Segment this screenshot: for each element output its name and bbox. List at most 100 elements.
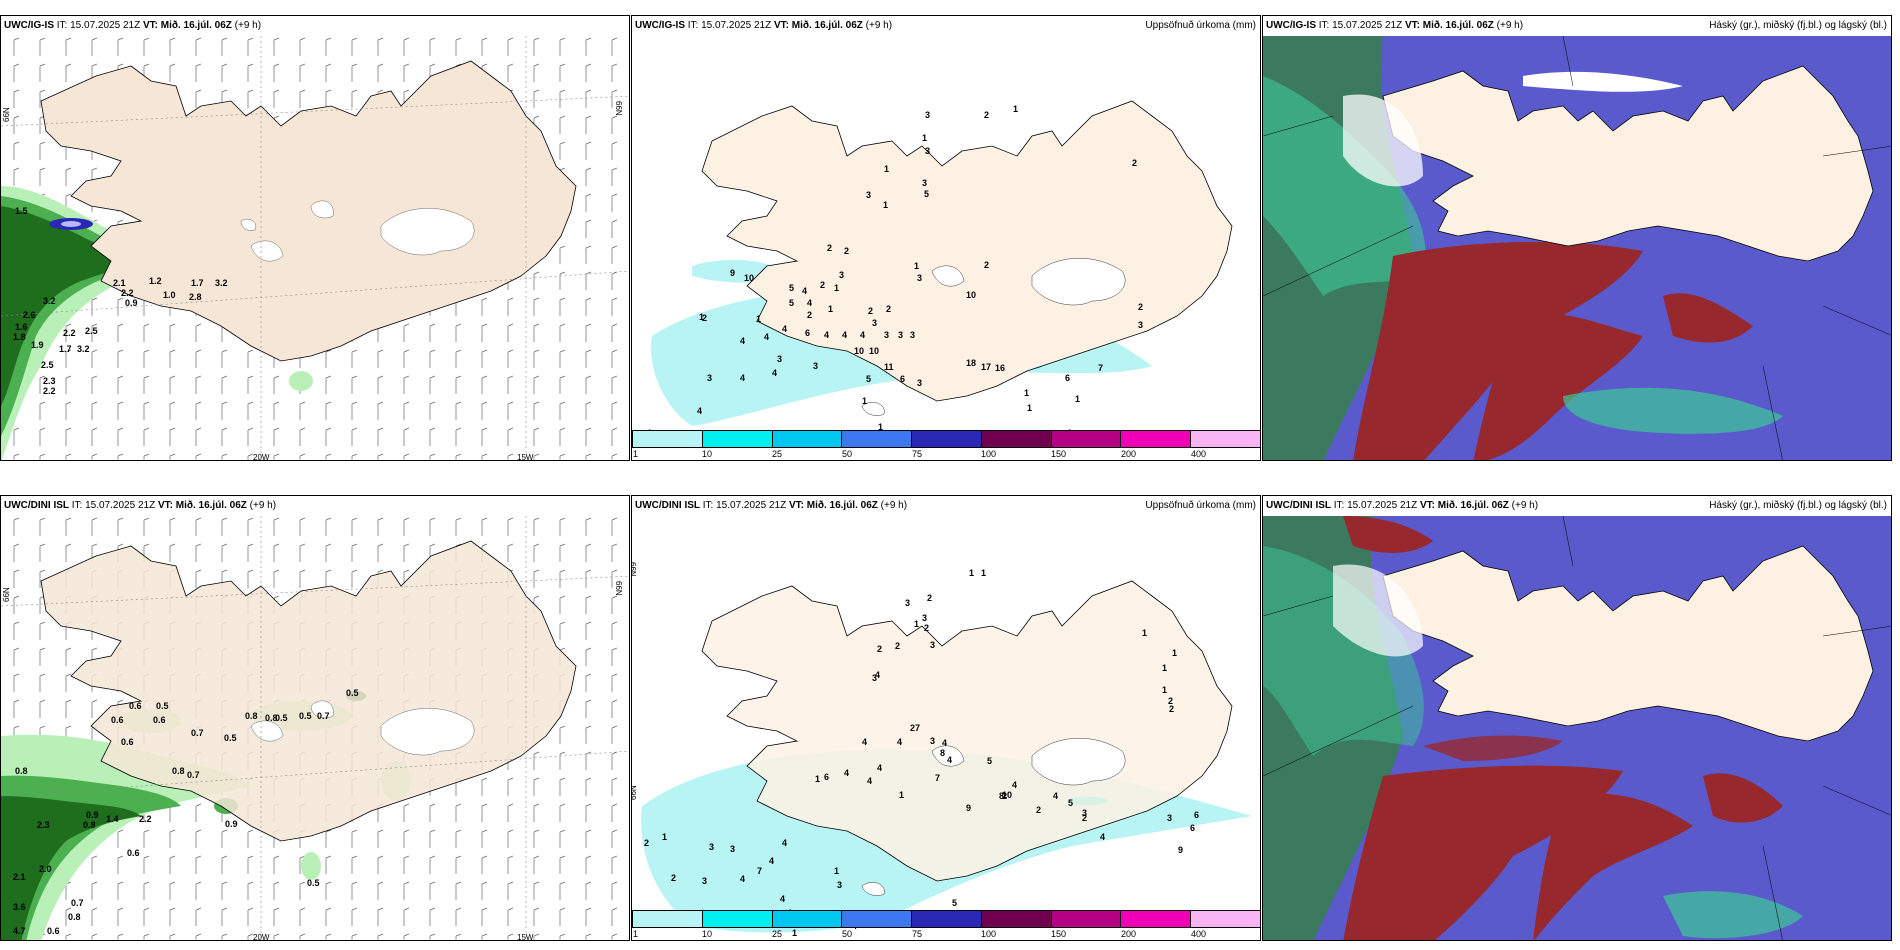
- wind-map: 66N 66N 20W 15W 0.6 0.5 0.6 0.6 0.8 0.5 …: [1, 516, 629, 941]
- svg-text:2.2: 2.2: [63, 328, 76, 338]
- svg-text:0.6: 0.6: [129, 701, 142, 711]
- svg-text:2: 2: [1168, 696, 1173, 706]
- svg-text:2: 2: [702, 313, 707, 323]
- wind-value-labels: 1.5 2.1 1.2 1.7 3.2 2.2 1.0 2.8 3.2 0.9 …: [13, 206, 228, 396]
- svg-text:2: 2: [820, 280, 825, 290]
- svg-text:0.5: 0.5: [346, 688, 359, 698]
- legend-tick: 150: [1051, 449, 1067, 459]
- legend-swatch: [701, 431, 772, 447]
- precip-value-labels: 1 1 2 3 1 3 2 2 2 3 1 1 1 2 2 1 3 4 7 2 …: [644, 568, 1199, 938]
- svg-text:1: 1: [1027, 403, 1032, 413]
- svg-text:4: 4: [1012, 780, 1017, 790]
- field-title: Uppsöfnuð úrkoma (mm): [1145, 500, 1256, 511]
- svg-text:4: 4: [860, 330, 865, 340]
- svg-text:1.6: 1.6: [15, 322, 28, 332]
- svg-text:2: 2: [1082, 813, 1087, 823]
- svg-text:0.5: 0.5: [307, 878, 320, 888]
- svg-text:2: 2: [877, 644, 882, 654]
- svg-text:1: 1: [834, 283, 839, 293]
- svg-text:1.2: 1.2: [149, 276, 162, 286]
- svg-text:3.6: 3.6: [13, 902, 26, 912]
- svg-text:2.5: 2.5: [85, 326, 98, 336]
- svg-text:0.7: 0.7: [187, 770, 200, 780]
- svg-text:1: 1: [662, 832, 667, 842]
- svg-text:2: 2: [895, 641, 900, 651]
- svg-text:4: 4: [780, 894, 785, 904]
- legend-tick: 10: [702, 449, 713, 459]
- svg-text:9: 9: [966, 803, 971, 813]
- svg-text:1.5: 1.5: [15, 206, 28, 216]
- svg-text:10: 10: [854, 346, 864, 356]
- valid-time: Mið. 16.júl. 06Z: [1437, 500, 1509, 511]
- wind-value-labels: 0.6 0.5 0.6 0.6 0.8 0.5 0.5 0.8 0.8 0.9 …: [13, 688, 359, 936]
- svg-text:20W: 20W: [253, 933, 270, 941]
- init-time: 15.07.2025 21Z: [716, 500, 787, 511]
- svg-text:3: 3: [925, 146, 930, 156]
- legend-swatch: [1050, 431, 1121, 447]
- svg-text:4: 4: [697, 406, 702, 416]
- svg-text:0.6: 0.6: [111, 715, 124, 725]
- svg-text:4: 4: [862, 737, 867, 747]
- svg-text:3: 3: [922, 178, 927, 188]
- svg-text:3: 3: [884, 330, 889, 340]
- iceland-land: [40, 60, 577, 362]
- svg-text:2: 2: [924, 623, 929, 633]
- legend-tick: 200: [1121, 929, 1137, 939]
- precip-legend: 1 10 25 50 75 100 150 200 400: [632, 430, 1260, 460]
- legend-swatch: [1190, 431, 1260, 447]
- svg-text:11: 11: [884, 362, 894, 372]
- lead-time: (+9 h): [1496, 20, 1524, 31]
- valid-time: Mið. 16.júl. 06Z: [806, 500, 878, 511]
- svg-text:4: 4: [942, 738, 947, 748]
- svg-text:3: 3: [839, 270, 844, 280]
- svg-text:3: 3: [910, 330, 915, 340]
- svg-text:66N: 66N: [614, 101, 623, 116]
- svg-text:15W: 15W: [517, 453, 534, 461]
- svg-text:1: 1: [828, 304, 833, 314]
- svg-text:0.6: 0.6: [127, 848, 140, 858]
- svg-text:0.9: 0.9: [225, 819, 238, 829]
- svg-text:3: 3: [930, 640, 935, 650]
- cloud-map: [1263, 516, 1891, 940]
- svg-text:0.8: 0.8: [15, 766, 28, 776]
- svg-text:2: 2: [868, 306, 873, 316]
- svg-text:3: 3: [925, 110, 930, 120]
- legend-tick: 400: [1191, 929, 1207, 939]
- lead-time: (+9 h): [234, 20, 262, 31]
- svg-text:3: 3: [872, 318, 877, 328]
- svg-text:2: 2: [1132, 158, 1137, 168]
- svg-text:9: 9: [1178, 845, 1183, 855]
- svg-text:1: 1: [884, 164, 889, 174]
- svg-text:0.7: 0.7: [191, 728, 204, 738]
- svg-text:1: 1: [1142, 628, 1147, 638]
- svg-text:10: 10: [1002, 790, 1012, 800]
- svg-text:3: 3: [905, 598, 910, 608]
- svg-text:0.9: 0.9: [86, 810, 99, 820]
- svg-text:0.5: 0.5: [299, 711, 312, 721]
- svg-text:66N: 66N: [2, 107, 11, 122]
- svg-text:4: 4: [772, 368, 777, 378]
- valid-time: Mið. 16.júl. 06Z: [791, 20, 863, 31]
- init-time: 15.07.2025 21Z: [701, 20, 772, 31]
- svg-text:1: 1: [1172, 648, 1177, 658]
- svg-text:2: 2: [984, 260, 989, 270]
- svg-text:1: 1: [756, 314, 761, 324]
- legend-tick: 100: [981, 449, 997, 459]
- model-name: UWC/DINI ISL: [4, 500, 69, 511]
- glaciers: [861, 738, 1126, 896]
- svg-text:4: 4: [764, 332, 769, 342]
- legend-swatch: [1190, 911, 1260, 927]
- svg-text:3: 3: [917, 378, 922, 388]
- svg-text:3: 3: [898, 330, 903, 340]
- svg-text:1: 1: [1162, 663, 1167, 673]
- svg-text:3.2: 3.2: [77, 344, 90, 354]
- svg-text:2.1: 2.1: [113, 278, 126, 288]
- svg-text:4: 4: [1053, 791, 1058, 801]
- svg-text:1.7: 1.7: [191, 278, 204, 288]
- panel-header: UWC/DINI ISL IT: 15.07.2025 21Z VT: Mið.…: [1263, 496, 1891, 516]
- svg-text:4: 4: [897, 737, 902, 747]
- svg-text:0.8: 0.8: [265, 713, 278, 723]
- svg-text:5: 5: [789, 298, 794, 308]
- svg-text:1: 1: [792, 928, 797, 938]
- svg-text:1: 1: [699, 312, 704, 322]
